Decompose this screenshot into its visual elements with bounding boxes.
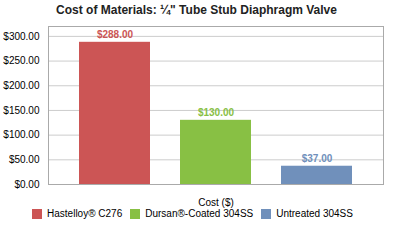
- svg-text:$200.00: $200.00: [3, 80, 40, 91]
- svg-text:$130.00: $130.00: [198, 107, 235, 118]
- svg-text:$100.00: $100.00: [3, 129, 40, 140]
- svg-text:$250.00: $250.00: [3, 55, 40, 66]
- svg-text:$37.00: $37.00: [302, 153, 333, 164]
- html-text:Dursan®-Coated 304SS: Dursan®-Coated 304SS: [145, 208, 254, 219]
- svg-text:$300.00: $300.00: [3, 31, 40, 42]
- html-text:Hastelloy® C276: Hastelloy® C276: [47, 208, 123, 219]
- svg-text:$288.00: $288.00: [97, 29, 134, 40]
- html-text:Untreated 304SS: Untreated 304SS: [276, 208, 353, 219]
- svg-text:Cost ($): Cost ($): [198, 197, 234, 208]
- svg-text:$150.00: $150.00: [3, 105, 40, 116]
- svg-text:$50.00: $50.00: [9, 154, 40, 165]
- html-text:Cost of Materials: ¼" Tube Stu: Cost of Materials: ¼" Tube Stub Diaphrag…: [56, 3, 337, 17]
- svg-text:$0.00: $0.00: [14, 179, 39, 190]
